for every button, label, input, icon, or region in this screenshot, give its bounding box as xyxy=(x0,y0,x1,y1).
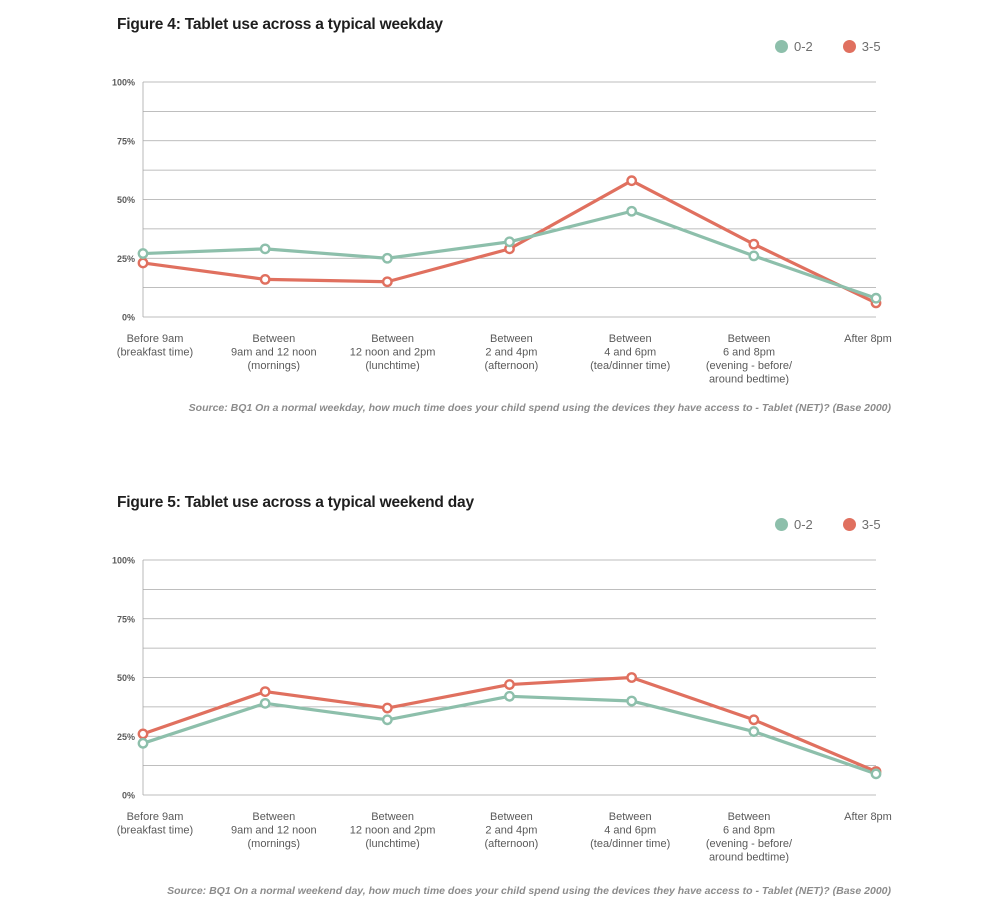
x-tick-label: Before 9am (breakfast time) xyxy=(117,811,193,837)
y-tick-label: 75% xyxy=(117,136,135,146)
data-point-3-5 xyxy=(381,702,393,714)
y-tick-label: 25% xyxy=(117,732,135,742)
x-tick-label: Between 12 noon and 2pm (lunchtime) xyxy=(350,333,436,372)
x-tick-label: Before 9am (breakfast time) xyxy=(117,333,193,359)
data-point-3-5 xyxy=(748,714,760,726)
x-tick-label: Between 9am and 12 noon (mornings) xyxy=(231,811,317,850)
legend-item-3-5: 3-5 xyxy=(842,517,881,532)
data-point-0-2 xyxy=(504,236,515,248)
x-tick-label: Between 12 noon and 2pm (lunchtime) xyxy=(350,811,436,850)
x-tick-label: Between 2 and 4pm (afternoon) xyxy=(484,811,538,850)
data-point-0-2 xyxy=(870,292,882,304)
y-tick-label: 75% xyxy=(117,614,135,624)
chart-source: Source: BQ1 On a normal weekend day, how… xyxy=(167,885,891,897)
data-point-3-5 xyxy=(259,273,271,285)
legend-swatch-3-5 xyxy=(842,518,856,531)
line-chart-weekend: 0% 25% 50% 75% 100% Before 9am (breakfast time… xyxy=(112,556,892,864)
y-tick-label: 25% xyxy=(117,254,135,264)
legend-item-0-2: 0-2 xyxy=(775,39,813,54)
data-point-3-5 xyxy=(137,728,149,740)
x-tick-label: Between 4 and 6pm (tea/dinner time) xyxy=(590,811,670,850)
data-point-3-5 xyxy=(259,686,271,698)
chart-legend: 0-2 3-5 xyxy=(775,39,881,54)
x-tick-label: Between 2 and 4pm (afternoon) xyxy=(484,333,538,372)
x-tick-label: Between 9am and 12 noon (mornings) xyxy=(231,333,317,372)
legend-label-0-2: 0-2 xyxy=(794,517,813,532)
line-chart-weekday: 0% 25% 50% 75% 100% Before 9am (breakfast time… xyxy=(112,78,892,386)
x-tick-label: After 8pm xyxy=(844,333,892,345)
series-line-0-2 xyxy=(142,694,877,776)
legend-item-0-2: 0-2 xyxy=(775,517,813,532)
legend-swatch-0-2 xyxy=(775,40,788,53)
y-tick-label: 50% xyxy=(117,195,135,205)
y-tick-label: 50% xyxy=(117,673,135,683)
data-point-3-5 xyxy=(381,276,393,288)
data-point-0-2 xyxy=(259,697,271,709)
chart-source: Source: BQ1 On a normal weekday, how muc… xyxy=(188,402,891,414)
y-tick-label: 100% xyxy=(112,78,135,88)
data-point-3-5 xyxy=(626,672,638,683)
data-point-0-2 xyxy=(748,726,760,737)
data-point-0-2 xyxy=(137,737,149,749)
x-tick-label: After 8pm xyxy=(844,811,892,823)
data-point-0-2 xyxy=(748,250,760,262)
x-tick-label: Between 6 and 8pm (evening - before/around… xyxy=(706,333,793,386)
legend-swatch-0-2 xyxy=(775,518,788,531)
chart-legend: 0-2 3-5 xyxy=(775,517,881,532)
data-point-0-2 xyxy=(381,252,393,264)
legend-label-3-5: 3-5 xyxy=(861,39,881,54)
y-tick-label: 0% xyxy=(122,791,135,801)
legend-swatch-3-5 xyxy=(842,40,856,53)
data-point-0-2 xyxy=(381,714,393,726)
legend-label-3-5: 3-5 xyxy=(861,517,881,532)
data-point-3-5 xyxy=(137,257,149,269)
legend-item-3-5: 3-5 xyxy=(842,39,881,54)
legend-label-0-2: 0-2 xyxy=(794,39,813,54)
x-tick-label: Between 6 and 8pm (evening - before/around… xyxy=(706,811,793,864)
data-point-0-2 xyxy=(137,248,149,259)
data-point-0-2 xyxy=(626,695,638,707)
data-point-0-2 xyxy=(259,243,271,255)
data-point-0-2 xyxy=(870,768,882,780)
series-line-0-2 xyxy=(142,209,877,300)
data-point-3-5 xyxy=(626,175,638,187)
data-point-0-2 xyxy=(504,690,515,702)
data-point-3-5 xyxy=(748,238,760,250)
y-tick-label: 100% xyxy=(112,556,135,566)
x-tick-label: Between 4 and 6pm (tea/dinner time) xyxy=(590,333,670,372)
y-tick-label: 0% xyxy=(122,313,135,323)
chart-title: Figure 5: Tablet use across a typical we… xyxy=(117,494,474,511)
data-point-0-2 xyxy=(626,205,638,217)
chart-title: Figure 4: Tablet use across a typical we… xyxy=(117,16,443,33)
data-point-3-5 xyxy=(504,679,515,690)
